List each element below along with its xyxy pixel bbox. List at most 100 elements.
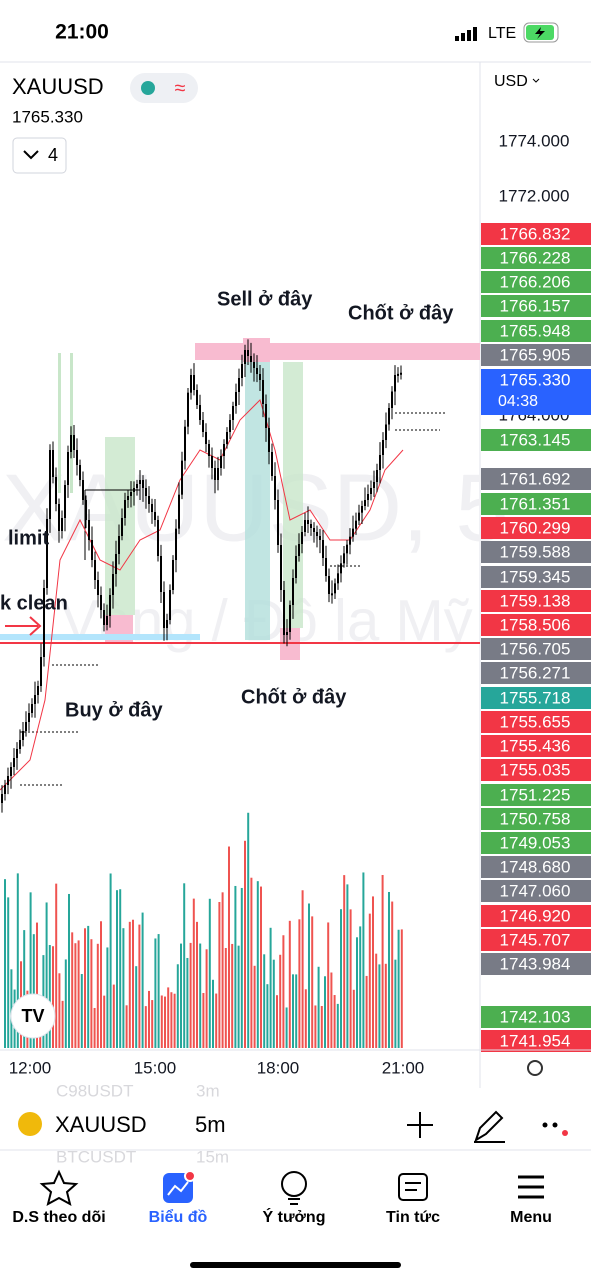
volume-bar <box>132 919 134 1048</box>
candle-body <box>211 456 213 468</box>
candle-body <box>328 576 330 594</box>
volume-bar <box>250 877 253 1048</box>
nav-tab[interactable]: Ý tưởng <box>263 1207 326 1226</box>
nav-tab[interactable]: D.S theo dõi <box>12 1209 105 1226</box>
axis-label: 1772.000 <box>499 186 570 205</box>
candle-body <box>358 512 360 521</box>
price-tag <box>481 662 591 684</box>
volume-bar <box>154 938 157 1048</box>
currency[interactable]: USD <box>494 73 528 90</box>
volume-bar <box>221 892 224 1048</box>
price-tag <box>481 541 591 563</box>
candle-body <box>265 404 267 428</box>
candle-body <box>352 528 354 537</box>
add-button[interactable] <box>407 1112 433 1138</box>
toolbar-symbol[interactable]: XAUUSD <box>55 1112 147 1137</box>
candle-body <box>46 519 48 588</box>
price-tag-label: 1747.060 <box>500 881 571 900</box>
candle-body <box>220 456 222 468</box>
volume-bar <box>234 885 237 1048</box>
price-tag-label: 1756.705 <box>500 639 571 658</box>
volume-bar <box>253 965 256 1048</box>
candle-body <box>229 420 231 432</box>
price-tag-label: 1761.351 <box>500 494 571 513</box>
price-tag-label: 1755.436 <box>500 736 571 755</box>
candle-body <box>319 536 321 540</box>
volume-bar <box>394 959 397 1048</box>
candle-body <box>310 524 312 528</box>
candle-body <box>25 722 27 731</box>
tv-logo[interactable] <box>10 993 56 1039</box>
nav-tab[interactable]: Menu <box>510 1209 552 1226</box>
volume-bar <box>192 898 195 1048</box>
volume-bar <box>368 913 371 1048</box>
chevron <box>532 78 540 83</box>
zone <box>70 353 73 493</box>
price-tag <box>481 929 591 951</box>
draw-button[interactable] <box>474 1110 505 1143</box>
candle-body <box>118 536 120 554</box>
price-tag <box>481 429 591 451</box>
candle-body <box>61 518 63 531</box>
last-price: 1765.330 <box>12 107 83 126</box>
price-tag <box>481 808 591 830</box>
volume-bar <box>36 922 38 1048</box>
indicators-toggle[interactable] <box>12 137 67 174</box>
battery <box>523 22 559 43</box>
candle-body <box>4 785 6 794</box>
volume-bar <box>93 1007 96 1048</box>
candle-body <box>10 767 12 776</box>
candle-body <box>301 532 303 544</box>
badge <box>184 1170 196 1182</box>
toolbar-interval[interactable]: 5m <box>195 1112 226 1137</box>
candle-body <box>226 432 228 444</box>
nav-icon <box>39 1169 79 1206</box>
candle-body <box>76 450 78 465</box>
price-tag-label: 1766.206 <box>500 272 571 291</box>
volume-bar <box>388 891 390 1048</box>
volume-bar <box>333 995 336 1048</box>
price-tag-label: 1765.905 <box>500 345 571 364</box>
price-tag <box>481 880 591 902</box>
nav-tab[interactable]: Biểu đồ <box>149 1208 208 1226</box>
candle-body <box>103 610 105 625</box>
nav-tab[interactable]: Tin tức <box>386 1209 440 1226</box>
candle-body <box>190 375 192 393</box>
candle-body <box>391 391 393 408</box>
price-tag <box>481 493 591 515</box>
candle-body <box>268 428 270 452</box>
candle-body <box>73 435 75 450</box>
price-tag <box>481 295 591 317</box>
candle-body <box>127 496 129 500</box>
candle-body <box>106 616 108 625</box>
volume-bar <box>218 902 221 1048</box>
candle-body <box>322 540 324 558</box>
volume-bar <box>74 943 77 1048</box>
volume-bar <box>359 926 362 1048</box>
candle-body <box>31 704 33 713</box>
candle-body <box>94 560 96 580</box>
volume-bar <box>141 912 144 1048</box>
candle-body <box>157 520 159 556</box>
price-tag-label: 1761.692 <box>500 469 571 488</box>
volume-bar <box>372 896 374 1048</box>
price-tag <box>481 784 591 806</box>
settings-icon[interactable] <box>527 1060 543 1076</box>
candle-body <box>379 455 381 470</box>
candle-body <box>217 468 219 480</box>
volume-bar <box>352 989 355 1048</box>
more-button[interactable] <box>542 1122 569 1137</box>
volume-bar <box>272 959 275 1048</box>
candle-body <box>193 375 195 390</box>
nav-icon <box>398 1173 428 1201</box>
volume-bar <box>125 1005 128 1048</box>
candle-body <box>250 356 252 362</box>
candle-body <box>121 518 123 536</box>
candle-body <box>91 540 93 560</box>
volume-bar <box>16 873 19 1048</box>
candle-body <box>385 424 387 440</box>
price-tag <box>481 687 591 709</box>
price-tag-label: 1766.157 <box>500 296 571 315</box>
price-tag <box>481 320 591 342</box>
price-tag-label: 1748.680 <box>500 857 571 876</box>
